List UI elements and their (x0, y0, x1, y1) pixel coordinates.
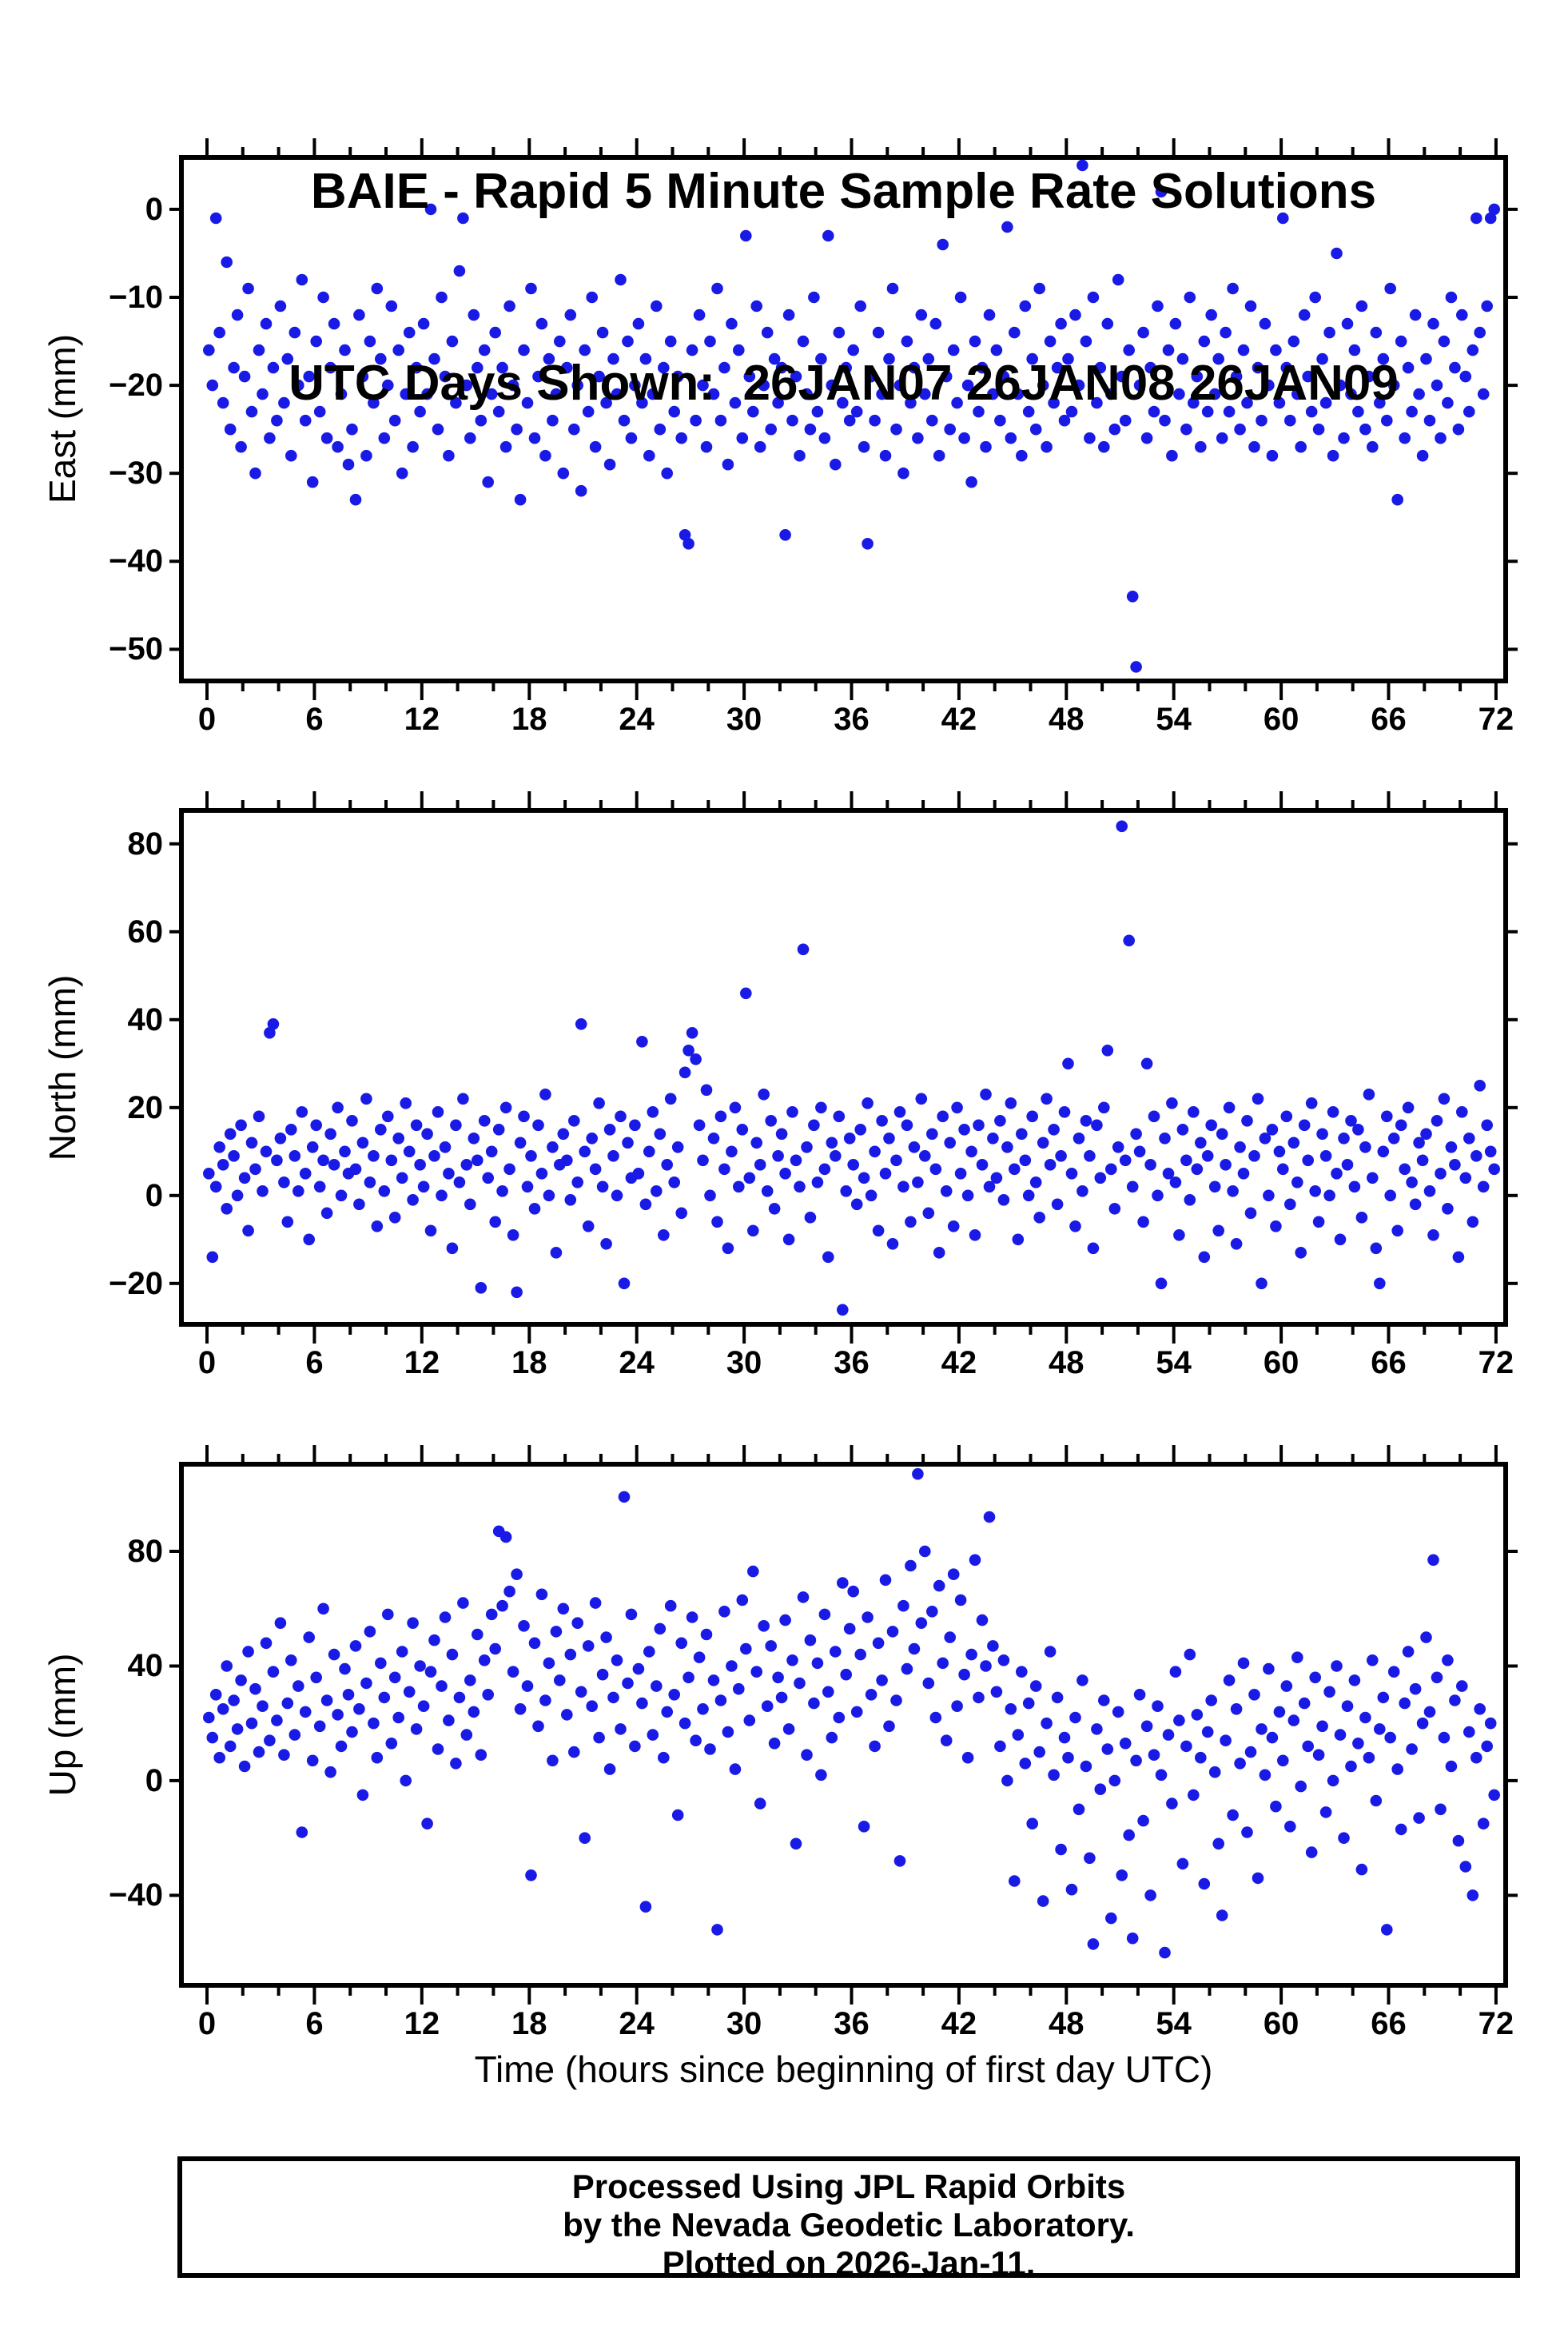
x-tick-label: 36 (834, 2006, 870, 2041)
y-tick-label: 80 (127, 1534, 164, 1570)
x-tick-label: 18 (511, 1345, 547, 1380)
x-tick-label: 60 (1263, 702, 1299, 737)
scatter-points-up (202, 1467, 1500, 1959)
x-tick-label: 24 (619, 1345, 655, 1380)
chart-title-line1: BAIE - Rapid 5 Minute Sample Rate Soluti… (310, 164, 1377, 219)
x-tick-label: 60 (1263, 1345, 1299, 1380)
y-tick-label: −10 (109, 280, 163, 316)
panel-frame-up (179, 1462, 1508, 1988)
x-tick-label: 6 (305, 702, 324, 737)
x-tick-label: 0 (197, 2006, 217, 2041)
x-tick-label: 54 (1156, 1345, 1192, 1380)
y-axis-label-north: North (mm) (42, 974, 83, 1161)
x-tick-label: 66 (1371, 1345, 1407, 1380)
y-tick-label: −40 (109, 543, 163, 579)
chart-title-line2: UTC Days Shown: 26JAN07 26JAN08 26JAN09 (289, 356, 1399, 411)
x-tick-label: 12 (404, 1345, 440, 1380)
scatter-points-east (202, 159, 1500, 673)
x-tick-label: 0 (197, 1345, 217, 1380)
scatter-points-north (202, 820, 1500, 1316)
x-tick-label: 30 (726, 2006, 762, 2041)
y-tick-label: −20 (109, 1265, 163, 1301)
x-tick-label: 42 (941, 2006, 977, 2041)
y-tick-label: 40 (127, 1001, 164, 1037)
x-tick-label: 72 (1478, 2006, 1514, 2041)
y-tick-label: 80 (127, 826, 164, 862)
x-tick-label: 30 (726, 702, 762, 737)
panel-north (169, 791, 1518, 1344)
footer-line1: Processed Using JPL Rapid Orbits (571, 2168, 1126, 2205)
x-tick-label: 24 (619, 2006, 655, 2041)
x-tick-label: 48 (1049, 2006, 1084, 2041)
x-tick-label: 48 (1049, 1345, 1084, 1380)
x-tick-label: 6 (305, 2006, 324, 2041)
panel-east (169, 138, 1518, 700)
footer-line3: Plotted on 2026-Jan-11. (662, 2244, 1036, 2282)
panel-frame-north (179, 808, 1508, 1327)
x-tick-label: 66 (1371, 702, 1407, 737)
x-tick-label: 30 (726, 1345, 762, 1380)
x-tick-label: 18 (511, 2006, 547, 2041)
panel-frame-east (179, 155, 1508, 683)
x-tick-label: 66 (1371, 2006, 1407, 2041)
x-tick-label: 54 (1156, 702, 1192, 737)
x-tick-label: 24 (619, 702, 655, 737)
chart-title: BAIE - Rapid 5 Minute Sample Rate Soluti… (181, 32, 1506, 543)
y-tick-label: −20 (109, 368, 163, 404)
x-tick-label: 6 (305, 1345, 324, 1380)
footer-line2: by the Nevada Geodetic Laboratory. (563, 2206, 1135, 2243)
y-tick-label: 20 (127, 1089, 164, 1125)
y-tick-label: 0 (145, 191, 163, 227)
axis-ticks-north (169, 791, 1518, 1344)
y-tick-label: −40 (109, 1877, 163, 1913)
y-tick-label: 60 (127, 914, 164, 950)
x-tick-label: 54 (1156, 2006, 1192, 2041)
x-tick-label: 42 (941, 1345, 977, 1380)
x-tick-label: 12 (404, 2006, 440, 2041)
y-tick-label: −50 (109, 631, 163, 667)
footer-box: Processed Using JPL Rapid Orbits by the … (177, 2156, 1520, 2282)
x-tick-label: 72 (1478, 1345, 1514, 1380)
y-tick-label: 0 (145, 1762, 163, 1798)
x-tick-label: 36 (834, 702, 870, 737)
panel-up (169, 1445, 1518, 2005)
y-tick-label: −30 (109, 456, 163, 492)
y-tick-label: 40 (127, 1648, 164, 1684)
x-axis-label: Time (hours since beginning of first day… (474, 2048, 1213, 2090)
x-tick-label: 60 (1263, 2006, 1299, 2041)
x-tick-label: 48 (1049, 702, 1084, 737)
y-tick-label: 0 (145, 1177, 163, 1213)
x-tick-label: 12 (404, 702, 440, 737)
x-tick-label: 36 (834, 1345, 870, 1380)
x-tick-label: 42 (941, 702, 977, 737)
x-tick-label: 0 (197, 702, 217, 737)
x-tick-label: 72 (1478, 702, 1514, 737)
x-tick-label: 18 (511, 702, 547, 737)
